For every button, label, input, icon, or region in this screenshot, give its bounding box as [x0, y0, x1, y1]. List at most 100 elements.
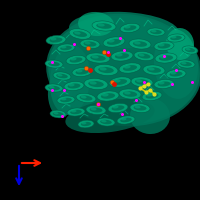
- Ellipse shape: [78, 12, 114, 36]
- Ellipse shape: [71, 110, 77, 112]
- Ellipse shape: [171, 72, 177, 74]
- Ellipse shape: [74, 31, 81, 35]
- Ellipse shape: [72, 67, 92, 77]
- Ellipse shape: [70, 110, 82, 114]
- Ellipse shape: [50, 45, 90, 115]
- Ellipse shape: [171, 36, 177, 38]
- Ellipse shape: [115, 53, 129, 59]
- Ellipse shape: [69, 29, 91, 39]
- Ellipse shape: [151, 30, 157, 32]
- Ellipse shape: [147, 28, 165, 36]
- Ellipse shape: [146, 93, 158, 99]
- Ellipse shape: [123, 65, 137, 71]
- Ellipse shape: [135, 106, 141, 108]
- Ellipse shape: [108, 39, 115, 43]
- Ellipse shape: [101, 93, 115, 99]
- Ellipse shape: [98, 23, 105, 27]
- Ellipse shape: [185, 48, 195, 52]
- Ellipse shape: [112, 105, 124, 111]
- Ellipse shape: [56, 74, 68, 78]
- Ellipse shape: [135, 79, 149, 85]
- Ellipse shape: [130, 98, 170, 134]
- Ellipse shape: [102, 93, 109, 97]
- Ellipse shape: [147, 67, 161, 73]
- Ellipse shape: [92, 21, 116, 31]
- Ellipse shape: [123, 91, 137, 97]
- Ellipse shape: [53, 112, 63, 116]
- Ellipse shape: [65, 99, 155, 133]
- Ellipse shape: [70, 57, 82, 63]
- Ellipse shape: [49, 86, 55, 88]
- Ellipse shape: [160, 55, 167, 59]
- Ellipse shape: [64, 81, 84, 91]
- Ellipse shape: [46, 14, 200, 126]
- Ellipse shape: [60, 98, 72, 102]
- Ellipse shape: [119, 89, 141, 99]
- Ellipse shape: [130, 103, 150, 113]
- Ellipse shape: [181, 62, 187, 64]
- Ellipse shape: [90, 81, 97, 85]
- Ellipse shape: [113, 79, 127, 85]
- Ellipse shape: [124, 65, 131, 69]
- Ellipse shape: [96, 23, 112, 29]
- Ellipse shape: [92, 55, 99, 59]
- Ellipse shape: [142, 91, 162, 101]
- Ellipse shape: [138, 53, 150, 59]
- Ellipse shape: [120, 118, 132, 122]
- Ellipse shape: [124, 91, 131, 95]
- Ellipse shape: [60, 46, 72, 50]
- Ellipse shape: [177, 60, 195, 68]
- Ellipse shape: [148, 67, 155, 71]
- Ellipse shape: [71, 58, 77, 61]
- Ellipse shape: [97, 118, 115, 126]
- Ellipse shape: [159, 82, 165, 84]
- Ellipse shape: [84, 41, 96, 47]
- Ellipse shape: [76, 93, 96, 103]
- Ellipse shape: [46, 35, 66, 45]
- Ellipse shape: [111, 51, 133, 61]
- Ellipse shape: [150, 30, 162, 34]
- Ellipse shape: [84, 78, 108, 90]
- Ellipse shape: [73, 31, 87, 37]
- Ellipse shape: [154, 41, 174, 51]
- Ellipse shape: [82, 122, 86, 124]
- Ellipse shape: [57, 74, 63, 76]
- Ellipse shape: [170, 36, 182, 40]
- Ellipse shape: [109, 77, 131, 87]
- Ellipse shape: [136, 79, 143, 83]
- Ellipse shape: [50, 37, 62, 43]
- Ellipse shape: [48, 16, 200, 124]
- Ellipse shape: [134, 105, 146, 111]
- Ellipse shape: [80, 39, 100, 49]
- Ellipse shape: [131, 77, 153, 87]
- Ellipse shape: [107, 39, 121, 45]
- Ellipse shape: [54, 112, 58, 114]
- Ellipse shape: [180, 62, 192, 66]
- Ellipse shape: [101, 120, 107, 122]
- Ellipse shape: [154, 29, 198, 99]
- Ellipse shape: [119, 63, 141, 73]
- Ellipse shape: [103, 37, 125, 47]
- Ellipse shape: [98, 67, 114, 73]
- Ellipse shape: [68, 83, 80, 89]
- Ellipse shape: [186, 48, 190, 50]
- Ellipse shape: [66, 55, 86, 65]
- Ellipse shape: [67, 108, 85, 116]
- Ellipse shape: [121, 118, 127, 120]
- Ellipse shape: [48, 86, 60, 90]
- Ellipse shape: [155, 53, 177, 63]
- Ellipse shape: [159, 55, 173, 61]
- Ellipse shape: [154, 79, 174, 89]
- Ellipse shape: [48, 74, 72, 118]
- Ellipse shape: [51, 38, 57, 40]
- Ellipse shape: [117, 116, 135, 124]
- Ellipse shape: [77, 70, 83, 72]
- Ellipse shape: [76, 69, 88, 75]
- Ellipse shape: [166, 28, 194, 60]
- Ellipse shape: [69, 12, 179, 48]
- Ellipse shape: [133, 41, 147, 47]
- Ellipse shape: [143, 65, 165, 75]
- Ellipse shape: [57, 96, 75, 104]
- Ellipse shape: [170, 71, 182, 77]
- Ellipse shape: [48, 62, 60, 66]
